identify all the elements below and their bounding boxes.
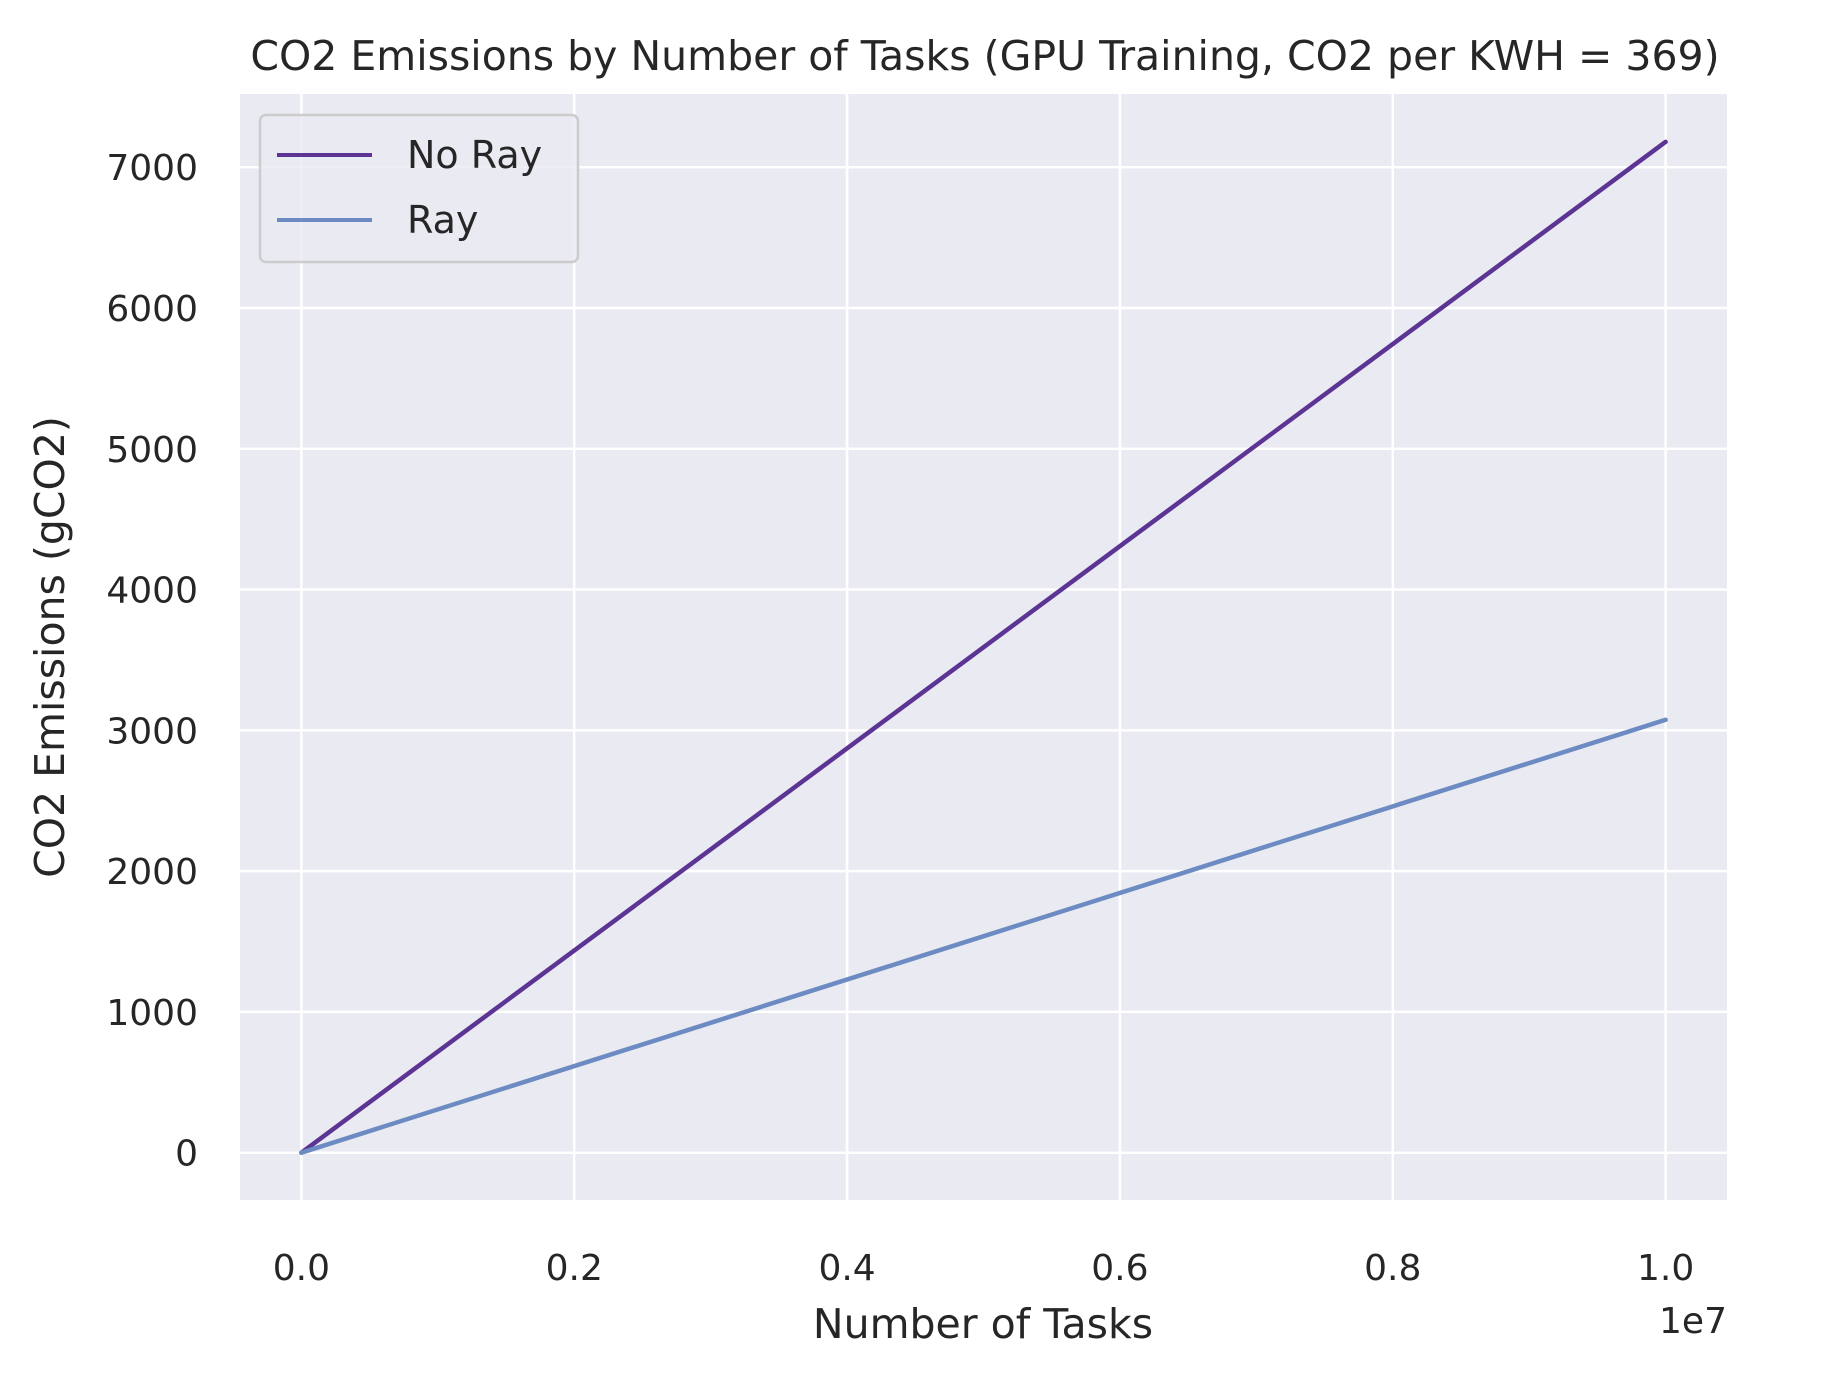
x-axis-label: Number of Tasks [813, 1300, 1153, 1348]
x-tick-label: 0.0 [273, 1248, 330, 1289]
x-tick-label: 0.6 [1091, 1248, 1148, 1289]
legend-label-ray: Ray [407, 198, 478, 242]
legend-box [258, 113, 580, 264]
x-tick-label: 0.8 [1364, 1248, 1421, 1289]
series-lines [299, 139, 1668, 1155]
y-tick-label: 5000 [106, 430, 198, 471]
y-axis-label: CO2 Emissions (gCO2) [26, 416, 74, 878]
x-offset-label: 1e7 [1659, 1301, 1727, 1342]
gridlines [240, 94, 1727, 1200]
legend-label-no-ray: No Ray [407, 133, 542, 177]
legend: No Ray Ray [258, 113, 580, 264]
y-tick-label: 6000 [106, 289, 198, 330]
y-tick-label: 0 [175, 1134, 198, 1175]
series-line-no-ray [299, 139, 1668, 1155]
series-line-ray [299, 717, 1668, 1155]
x-tick-label: 0.2 [546, 1248, 603, 1289]
x-tick-label: 0.4 [818, 1248, 875, 1289]
y-tick-label: 3000 [106, 711, 198, 752]
x-tick-labels: 0.0 0.2 0.4 0.6 0.8 1.0 [273, 1248, 1694, 1289]
y-tick-label: 7000 [106, 148, 198, 189]
x-tick-label: 1.0 [1637, 1248, 1694, 1289]
y-tick-label: 2000 [106, 852, 198, 893]
chart-title: CO2 Emissions by Number of Tasks (GPU Tr… [250, 32, 1719, 80]
y-tick-label: 1000 [106, 993, 198, 1034]
y-tick-labels: 0 1000 2000 3000 4000 5000 6000 7000 [106, 148, 198, 1174]
y-tick-label: 4000 [106, 571, 198, 612]
